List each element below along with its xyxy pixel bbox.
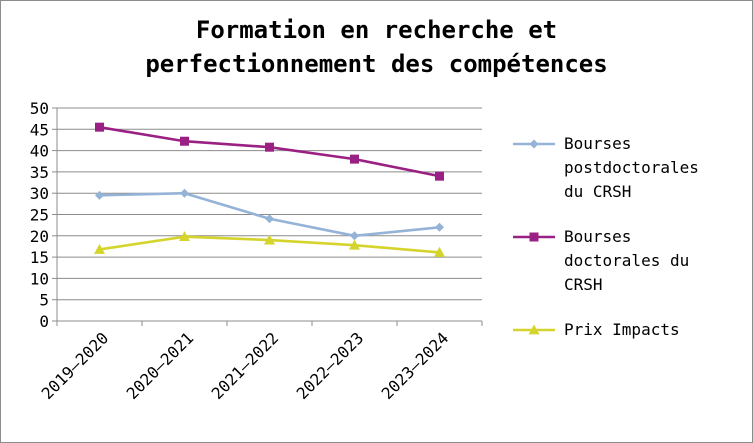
- legend-entry-1: Bourses postdoctorales du CRSH: [513, 134, 699, 201]
- data-point: [265, 214, 274, 224]
- y-tick-label: 25: [30, 206, 49, 225]
- data-point: [434, 246, 445, 257]
- x-tick-label: 2019–2020: [38, 328, 113, 403]
- chart-title-line-2: perfectionnement des compétences: [145, 50, 608, 78]
- data-point: [264, 234, 275, 245]
- data-point: [179, 231, 190, 242]
- legend-entry-2: Bourses doctorales du CRSH: [513, 227, 689, 294]
- y-tick-label: 20: [30, 227, 49, 246]
- gridlines: [57, 107, 482, 301]
- y-tick-label: 30: [30, 184, 49, 203]
- y-tick-label: 0: [39, 312, 49, 331]
- data-point: [180, 136, 189, 146]
- legend-label: postdoctorales: [564, 158, 699, 177]
- series-3: [94, 231, 445, 257]
- data-point: [95, 122, 104, 132]
- y-tick-label: 50: [30, 99, 49, 118]
- x-tick-label: 2022–2023: [293, 328, 368, 403]
- chart-title: Formation en recherche et perfectionneme…: [1, 13, 752, 81]
- data-point: [180, 188, 189, 198]
- series-1: [95, 188, 444, 241]
- data-point: [95, 190, 104, 200]
- legend-label: Bourses: [564, 227, 631, 246]
- data-series: [94, 122, 445, 257]
- x-tick-label: 2020–2021: [123, 328, 198, 403]
- data-point: [94, 243, 105, 254]
- legend-swatch-marker: [528, 324, 540, 335]
- legend-swatch-marker: [529, 139, 539, 149]
- y-tick-label: 5: [39, 291, 49, 310]
- data-point: [435, 171, 444, 181]
- y-tick-label: 35: [30, 163, 49, 182]
- chart-title-line-1: Formation en recherche et: [195, 16, 558, 44]
- legend: Bourses postdoctorales du CRSH Bourses docto…: [513, 134, 699, 339]
- series-2: [95, 122, 444, 181]
- y-tick-label: 40: [30, 142, 49, 161]
- data-point: [350, 231, 359, 241]
- data-point: [265, 142, 274, 152]
- x-tick-label: 2021–2022: [208, 328, 283, 403]
- legend-label: Bourses: [564, 134, 631, 153]
- legend-swatch-marker: [529, 232, 539, 242]
- y-tick-label: 45: [30, 120, 49, 139]
- data-point: [435, 222, 444, 232]
- x-tick-label: 2023–2024: [378, 328, 453, 403]
- legend-entry-3: Prix Impacts: [513, 320, 680, 339]
- data-point: [350, 154, 359, 164]
- y-tick-label: 15: [30, 248, 49, 267]
- y-tick-label: 10: [30, 269, 49, 288]
- legend-label: CRSH: [564, 275, 603, 294]
- legend-label: du CRSH: [564, 182, 631, 201]
- data-point: [349, 239, 360, 250]
- legend-label: Prix Impacts: [564, 320, 680, 339]
- legend-label: doctorales du: [564, 251, 689, 270]
